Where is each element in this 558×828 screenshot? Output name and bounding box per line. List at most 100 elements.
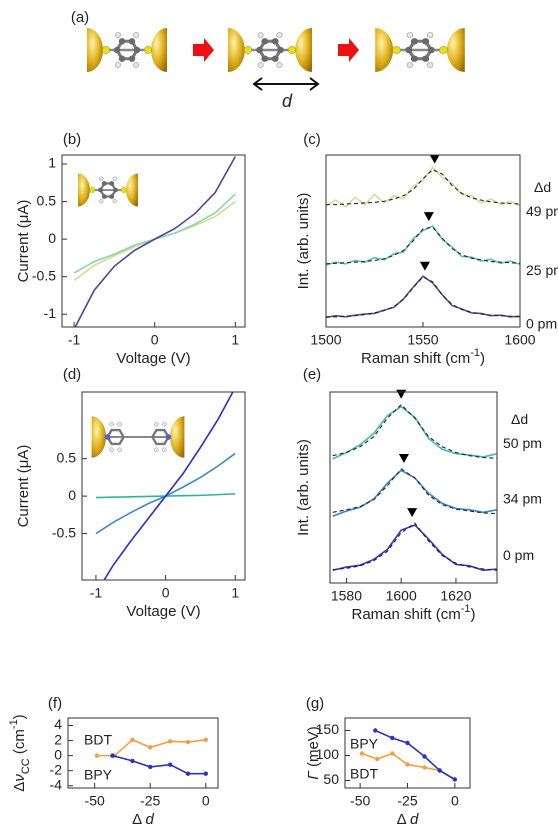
x-axis-label: Δ d	[397, 811, 419, 828]
y-tick-label: 100	[316, 746, 340, 762]
y-axis-label: Γ (meV)	[305, 726, 322, 780]
x-axis-label: Raman shift (cm-1)	[352, 603, 476, 623]
panel-label: (b)	[63, 131, 81, 148]
y-tick-label: 4	[54, 716, 62, 732]
label-part: (cm	[11, 729, 28, 758]
panel-label: (e)	[303, 366, 321, 383]
y-tick-label: -0.5	[52, 524, 76, 540]
series-line	[326, 275, 520, 319]
panel-label: (d)	[63, 366, 81, 383]
series-line	[95, 452, 236, 535]
fit-line	[326, 226, 520, 265]
point	[130, 737, 135, 743]
fit-line	[326, 169, 520, 206]
series-line	[103, 392, 234, 580]
label-part: )	[480, 350, 485, 367]
x-tick-label: 1	[231, 585, 239, 601]
x-tick-label: 1580	[331, 588, 362, 604]
plot-area	[332, 403, 497, 572]
x-tick-label: 1	[231, 332, 239, 348]
label-part: d	[146, 811, 155, 828]
label-part: Γ	[305, 770, 322, 780]
plot-area	[326, 166, 520, 319]
x-tick-label: -25	[397, 793, 417, 809]
fit-line	[326, 276, 520, 318]
series-label: 25 pm	[526, 262, 558, 278]
point	[148, 745, 153, 750]
inset-molecule	[76, 172, 140, 208]
x-tick-label: 0	[162, 585, 170, 601]
series-line	[326, 225, 520, 266]
arrow	[193, 38, 214, 62]
y-axis-label: Current (μA)	[15, 445, 32, 528]
y-tick-label: -0.5	[32, 267, 56, 283]
point	[422, 754, 427, 759]
point	[94, 753, 100, 758]
y-tick-label: 0	[48, 230, 56, 246]
y-axis-label: Int. (arb. units)	[295, 193, 312, 290]
plot-frame	[325, 154, 521, 328]
y-tick-label: 150	[316, 721, 340, 737]
plot-frame	[329, 391, 498, 584]
peak-marker	[429, 154, 440, 164]
point	[110, 753, 115, 758]
molecule-junction	[85, 26, 169, 74]
x-tick-label: -50	[350, 793, 370, 809]
point	[405, 740, 410, 746]
distance-arrow	[252, 77, 320, 91]
x-tick-label: 1600	[504, 332, 535, 348]
y-tick-label: -2	[50, 761, 63, 777]
series-label: BDT	[350, 766, 378, 782]
series-label: 49 pm	[526, 203, 558, 219]
fit-line	[332, 468, 497, 515]
peak-marker	[419, 261, 430, 271]
y-tick-label: 50	[323, 771, 339, 787]
peak-marker	[398, 454, 409, 464]
y-tick-label: 1	[48, 155, 56, 171]
x-axis-label: Voltage (V)	[126, 603, 200, 620]
label-part: d	[410, 811, 419, 828]
point	[422, 765, 427, 770]
plot-frame	[81, 391, 246, 581]
label-part: Δ	[11, 782, 28, 792]
series-label: BDT	[84, 732, 112, 748]
series-label: 50 pm	[503, 435, 542, 451]
plot-frame	[61, 154, 246, 328]
fit-line	[332, 403, 497, 459]
series-line	[332, 405, 497, 460]
label-part: CC	[20, 758, 32, 774]
x-tick-label: 1620	[440, 588, 471, 604]
point	[437, 768, 442, 773]
fit-line	[332, 522, 497, 571]
series-line	[326, 166, 520, 208]
series-label: 0 pm	[526, 316, 557, 332]
peak-marker	[396, 389, 407, 399]
series-line	[332, 524, 497, 572]
y-tick-label: 0.5	[37, 192, 57, 208]
molecule-junction	[373, 26, 467, 74]
y-tick-label: 0.5	[57, 449, 77, 465]
panel-label: (g)	[306, 695, 324, 712]
x-tick-label: -1	[90, 585, 103, 601]
y-axis-label: Int. (arb. units)	[295, 439, 312, 536]
point	[203, 771, 208, 776]
x-axis-label: Δ d	[132, 811, 154, 828]
plot-frame	[344, 717, 471, 789]
panel-label: (a)	[71, 9, 89, 26]
x-tick-label: 1550	[407, 332, 438, 348]
plot-area	[359, 728, 458, 782]
point	[390, 751, 395, 756]
y-axis-label: ΔνCC (cm-1)	[8, 714, 32, 791]
peak-marker	[423, 212, 434, 222]
label-part: -1	[470, 347, 480, 359]
point	[148, 764, 153, 770]
y-tick-label: 0	[68, 487, 76, 503]
label-part: (meV)	[305, 726, 322, 771]
y-tick-label: -1	[44, 305, 57, 321]
label-part: -1	[8, 719, 20, 729]
plot-area	[94, 737, 208, 776]
point	[405, 762, 410, 767]
label-part: Raman shift (cm	[352, 606, 461, 623]
point	[168, 739, 173, 744]
